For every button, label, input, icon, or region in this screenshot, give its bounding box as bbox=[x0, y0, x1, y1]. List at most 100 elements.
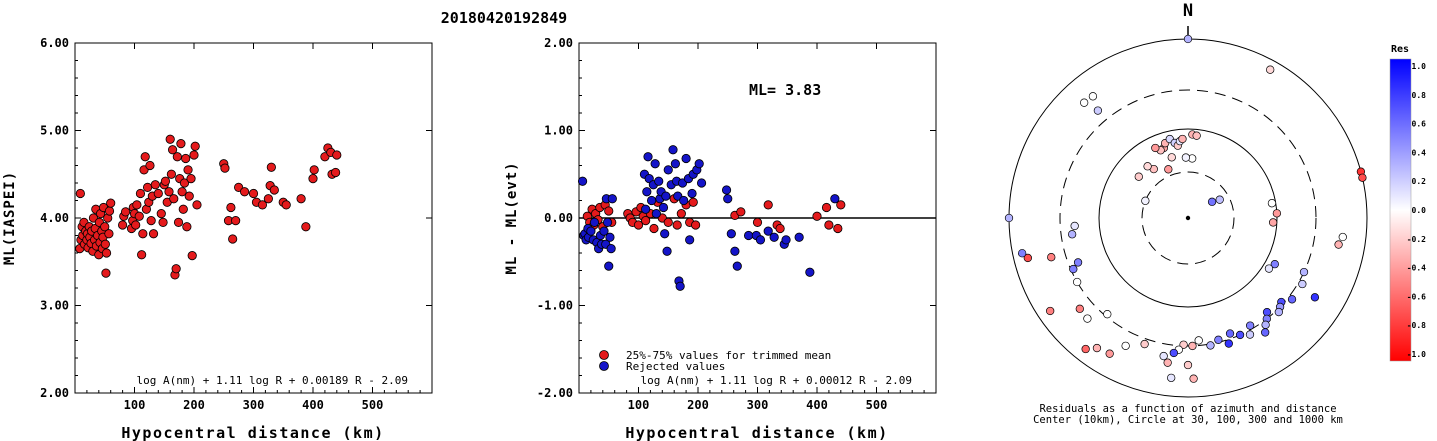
station-residual-point bbox=[1140, 339, 1149, 349]
left-series0-point bbox=[156, 209, 166, 219]
station-residual-point bbox=[1264, 264, 1274, 273]
left-series0-point bbox=[173, 217, 184, 227]
left-series0-point bbox=[226, 202, 236, 213]
middle-series1-point bbox=[679, 195, 689, 206]
middle-series1-point bbox=[696, 178, 707, 188]
left-series0-point bbox=[309, 165, 319, 175]
ml-value-annotation: ML= 3.83 bbox=[749, 81, 821, 99]
left-series0-point bbox=[184, 191, 194, 201]
middle-series1-point bbox=[642, 187, 652, 197]
station-residual-point bbox=[1272, 209, 1282, 218]
station-residual-point bbox=[1298, 279, 1307, 289]
left-series0-point bbox=[172, 152, 182, 162]
middle-series0-point bbox=[821, 202, 832, 213]
station-residual-point bbox=[1267, 199, 1277, 208]
left-series0-point bbox=[181, 153, 191, 164]
left-series0-point bbox=[296, 194, 306, 204]
station-residual-point bbox=[1183, 360, 1193, 370]
polar-data-points bbox=[1004, 34, 1367, 383]
station-residual-point bbox=[1093, 106, 1103, 115]
station-residual-point bbox=[1268, 218, 1278, 227]
left-y-tick-label: 4.00 bbox=[40, 211, 69, 225]
left-series0-point bbox=[142, 182, 153, 192]
left-series0-point bbox=[101, 268, 111, 278]
left-series0-point bbox=[308, 174, 318, 184]
middle-series0-point bbox=[836, 200, 846, 210]
left-series0-point bbox=[120, 207, 131, 217]
station-residual-point bbox=[1163, 358, 1172, 367]
middle-x-tick-label: 500 bbox=[866, 398, 888, 412]
ring-30km bbox=[1141, 171, 1235, 265]
left-series0-point bbox=[160, 176, 171, 186]
middle-x-tick-label: 100 bbox=[628, 398, 650, 412]
left-data-points bbox=[75, 134, 342, 280]
middle-data-points bbox=[577, 145, 846, 291]
middle-y-axis-label: ML - ML(evt) bbox=[504, 161, 520, 274]
colorbar-tick-label: 1.0 bbox=[1412, 62, 1427, 71]
left-x-tick-label: 200 bbox=[183, 398, 205, 412]
station-residual-point bbox=[1080, 98, 1089, 107]
middle-series1-point bbox=[651, 209, 661, 219]
middle-series0-point bbox=[691, 220, 701, 230]
middle-series0-point bbox=[833, 223, 843, 234]
left-series0-point bbox=[269, 185, 279, 195]
middle-series1-point bbox=[604, 261, 614, 271]
middle-series1-point bbox=[723, 194, 733, 204]
station-residual-point bbox=[1214, 335, 1223, 344]
colorbar-tick-labels: 1.0 0.8 0.6 0.4 0.2 0.0 -0.2 -0.4 -0.6 -0.8 -1.0 bbox=[1407, 62, 1426, 359]
middle-series1-point bbox=[658, 202, 669, 213]
left-y-tick-label: 6.00 bbox=[40, 36, 69, 50]
middle-series1-point bbox=[586, 226, 596, 236]
middle-series1-point bbox=[605, 232, 615, 242]
middle-series1-point bbox=[726, 229, 736, 239]
left-series0-point bbox=[281, 200, 291, 210]
colorbar-tick-label: -1.0 bbox=[1407, 350, 1426, 359]
legend-marker-rejected bbox=[599, 361, 609, 371]
polar-caption-line2: Center (10km), Circle at 30, 100, 300 an… bbox=[1033, 414, 1343, 426]
left-y-axis-label: ML(IASPEI) bbox=[2, 171, 18, 265]
middle-legend: 25%-75% values for trimmed mean Rejected… bbox=[599, 349, 831, 373]
left-x-axis-label: Hypocentral distance (km) bbox=[121, 424, 384, 441]
station-residual-point bbox=[1070, 221, 1079, 231]
colorbar-tick-label: -0.8 bbox=[1407, 321, 1426, 330]
ring-100km bbox=[1098, 128, 1278, 308]
station-residual-point bbox=[1167, 373, 1176, 383]
station-residual-point bbox=[1189, 374, 1198, 383]
middle-series1-point bbox=[687, 188, 697, 199]
station-residual-point bbox=[1299, 267, 1309, 277]
ring-300km bbox=[1059, 89, 1317, 347]
station-residual-point bbox=[1310, 293, 1320, 302]
left-x-tick-label: 500 bbox=[362, 398, 384, 412]
left-plot-frame bbox=[74, 42, 433, 394]
station-residual-point bbox=[1004, 213, 1014, 223]
middle-series1-point bbox=[589, 217, 600, 227]
middle-series0-point bbox=[763, 200, 773, 210]
left-y-tick-label: 5.00 bbox=[40, 124, 69, 138]
left-series0-point bbox=[148, 229, 159, 239]
station-residual-point bbox=[1075, 304, 1084, 313]
colorbar-tick-label: -0.2 bbox=[1407, 235, 1426, 244]
station-residual-point bbox=[1103, 310, 1112, 319]
left-series0-point bbox=[100, 222, 110, 232]
left-series0-point bbox=[266, 162, 276, 172]
left-series0-point bbox=[101, 248, 112, 258]
station-residual-point bbox=[1181, 153, 1191, 162]
station-residual-point bbox=[1270, 260, 1279, 269]
middle-series1-point bbox=[650, 159, 660, 169]
left-series0-point bbox=[332, 150, 342, 160]
left-series0-point bbox=[100, 239, 110, 249]
station-residual-point bbox=[1151, 143, 1160, 153]
station-residual-point bbox=[1338, 232, 1347, 242]
left-series0-point bbox=[106, 198, 116, 208]
colorbar-tick-label: -0.6 bbox=[1407, 292, 1426, 301]
middle-series1-point bbox=[675, 281, 685, 291]
left-series0-point bbox=[169, 194, 179, 204]
middle-series1-point bbox=[646, 195, 657, 206]
left-series0-point bbox=[248, 188, 259, 199]
left-series0-point bbox=[75, 188, 85, 199]
left-series0-point bbox=[186, 174, 196, 184]
station-residual-point bbox=[1245, 321, 1255, 330]
left-series0-point bbox=[182, 222, 192, 232]
middle-series0-point bbox=[604, 206, 614, 216]
middle-series1-point bbox=[668, 145, 678, 155]
